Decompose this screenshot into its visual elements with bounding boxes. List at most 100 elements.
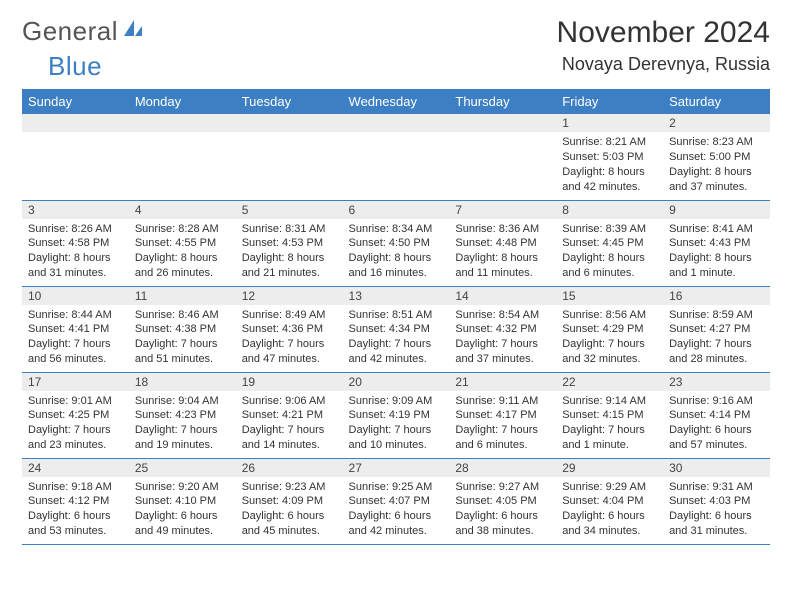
sunrise-text: Sunrise: 8:46 AM [135,308,230,323]
calendar-cell: 15Sunrise: 8:56 AMSunset: 4:29 PMDayligh… [556,286,663,372]
sunset-text: Sunset: 4:21 PM [242,408,337,423]
sunrise-text: Sunrise: 8:21 AM [562,135,657,150]
day-number: 14 [449,287,556,305]
day-number: 3 [22,201,129,219]
sunset-text: Sunset: 4:41 PM [28,322,123,337]
day-content: Sunrise: 8:36 AMSunset: 4:48 PMDaylight:… [449,219,556,285]
weekday-header-row: Sunday Monday Tuesday Wednesday Thursday… [22,89,770,114]
sunset-text: Sunset: 4:23 PM [135,408,230,423]
sunrise-text: Sunrise: 8:31 AM [242,222,337,237]
daylight-text: Daylight: 7 hours and 37 minutes. [455,337,550,367]
calendar-cell: 6Sunrise: 8:34 AMSunset: 4:50 PMDaylight… [343,200,450,286]
day-number: 27 [343,459,450,477]
month-title: November 2024 [557,16,770,50]
weekday-header: Friday [556,89,663,114]
day-number: 19 [236,373,343,391]
sunset-text: Sunset: 4:48 PM [455,236,550,251]
day-number: 7 [449,201,556,219]
daylight-text: Daylight: 6 hours and 34 minutes. [562,509,657,539]
calendar-week-row: 10Sunrise: 8:44 AMSunset: 4:41 PMDayligh… [22,286,770,372]
day-content: Sunrise: 9:06 AMSunset: 4:21 PMDaylight:… [236,391,343,457]
calendar-cell: 26Sunrise: 9:23 AMSunset: 4:09 PMDayligh… [236,458,343,544]
calendar-cell: 8Sunrise: 8:39 AMSunset: 4:45 PMDaylight… [556,200,663,286]
calendar-cell: 25Sunrise: 9:20 AMSunset: 4:10 PMDayligh… [129,458,236,544]
weekday-header: Thursday [449,89,556,114]
calendar-cell: 24Sunrise: 9:18 AMSunset: 4:12 PMDayligh… [22,458,129,544]
day-content: Sunrise: 8:44 AMSunset: 4:41 PMDaylight:… [22,305,129,371]
sunset-text: Sunset: 4:38 PM [135,322,230,337]
calendar-cell: 17Sunrise: 9:01 AMSunset: 4:25 PMDayligh… [22,372,129,458]
location-label: Novaya Derevnya, Russia [557,54,770,75]
day-content: Sunrise: 8:51 AMSunset: 4:34 PMDaylight:… [343,305,450,371]
sunset-text: Sunset: 4:15 PM [562,408,657,423]
day-content: Sunrise: 9:01 AMSunset: 4:25 PMDaylight:… [22,391,129,457]
sunset-text: Sunset: 4:55 PM [135,236,230,251]
day-number: 18 [129,373,236,391]
daylight-text: Daylight: 7 hours and 1 minute. [562,423,657,453]
sunset-text: Sunset: 4:34 PM [349,322,444,337]
day-number: 24 [22,459,129,477]
sunrise-text: Sunrise: 9:25 AM [349,480,444,495]
day-content: Sunrise: 8:49 AMSunset: 4:36 PMDaylight:… [236,305,343,371]
day-number: 26 [236,459,343,477]
day-content: Sunrise: 9:04 AMSunset: 4:23 PMDaylight:… [129,391,236,457]
calendar-cell: 29Sunrise: 9:29 AMSunset: 4:04 PMDayligh… [556,458,663,544]
daylight-text: Daylight: 7 hours and 23 minutes. [28,423,123,453]
day-content: Sunrise: 8:46 AMSunset: 4:38 PMDaylight:… [129,305,236,371]
calendar-cell: 22Sunrise: 9:14 AMSunset: 4:15 PMDayligh… [556,372,663,458]
sunset-text: Sunset: 4:25 PM [28,408,123,423]
daylight-text: Daylight: 8 hours and 6 minutes. [562,251,657,281]
day-number [343,114,450,132]
day-number: 12 [236,287,343,305]
daylight-text: Daylight: 8 hours and 1 minute. [669,251,764,281]
calendar-grid: Sunday Monday Tuesday Wednesday Thursday… [22,89,770,545]
calendar-cell: 16Sunrise: 8:59 AMSunset: 4:27 PMDayligh… [663,286,770,372]
day-number: 11 [129,287,236,305]
daylight-text: Daylight: 6 hours and 31 minutes. [669,509,764,539]
sunset-text: Sunset: 4:04 PM [562,494,657,509]
sunset-text: Sunset: 4:03 PM [669,494,764,509]
sunrise-text: Sunrise: 8:36 AM [455,222,550,237]
sunrise-text: Sunrise: 8:39 AM [562,222,657,237]
day-content: Sunrise: 9:18 AMSunset: 4:12 PMDaylight:… [22,477,129,543]
calendar-week-row: 3Sunrise: 8:26 AMSunset: 4:58 PMDaylight… [22,200,770,286]
day-content: Sunrise: 9:09 AMSunset: 4:19 PMDaylight:… [343,391,450,457]
day-content: Sunrise: 8:39 AMSunset: 4:45 PMDaylight:… [556,219,663,285]
day-number: 2 [663,114,770,132]
calendar-cell: 10Sunrise: 8:44 AMSunset: 4:41 PMDayligh… [22,286,129,372]
header: General November 2024 Novaya Derevnya, R… [22,16,770,75]
sunrise-text: Sunrise: 8:51 AM [349,308,444,323]
sunrise-text: Sunrise: 8:59 AM [669,308,764,323]
weekday-header: Sunday [22,89,129,114]
daylight-text: Daylight: 6 hours and 42 minutes. [349,509,444,539]
weekday-header: Monday [129,89,236,114]
day-number: 4 [129,201,236,219]
sunset-text: Sunset: 5:03 PM [562,150,657,165]
calendar-cell: 18Sunrise: 9:04 AMSunset: 4:23 PMDayligh… [129,372,236,458]
sunrise-text: Sunrise: 9:11 AM [455,394,550,409]
sunrise-text: Sunrise: 8:23 AM [669,135,764,150]
sunset-text: Sunset: 4:12 PM [28,494,123,509]
daylight-text: Daylight: 7 hours and 42 minutes. [349,337,444,367]
day-number: 30 [663,459,770,477]
sunrise-text: Sunrise: 9:27 AM [455,480,550,495]
sunset-text: Sunset: 5:00 PM [669,150,764,165]
calendar-cell: 2 Sunrise: 8:23 AMSunset: 5:00 PMDaylight… [663,114,770,200]
daylight-text: Daylight: 7 hours and 56 minutes. [28,337,123,367]
day-number: 8 [556,201,663,219]
sail-icon [122,18,144,45]
day-number: 28 [449,459,556,477]
sunrise-text: Sunrise: 9:23 AM [242,480,337,495]
sunset-text: Sunset: 4:29 PM [562,322,657,337]
day-number: 17 [22,373,129,391]
sunset-text: Sunset: 4:45 PM [562,236,657,251]
daylight-text: Daylight: 8 hours and 37 minutes. [669,165,764,195]
sunrise-text: Sunrise: 9:31 AM [669,480,764,495]
sunrise-text: Sunrise: 9:14 AM [562,394,657,409]
day-content: Sunrise: 9:20 AMSunset: 4:10 PMDaylight:… [129,477,236,543]
sunset-text: Sunset: 4:36 PM [242,322,337,337]
sunrise-text: Sunrise: 8:56 AM [562,308,657,323]
calendar-cell [449,114,556,200]
calendar-cell: 3Sunrise: 8:26 AMSunset: 4:58 PMDaylight… [22,200,129,286]
sunrise-text: Sunrise: 9:16 AM [669,394,764,409]
